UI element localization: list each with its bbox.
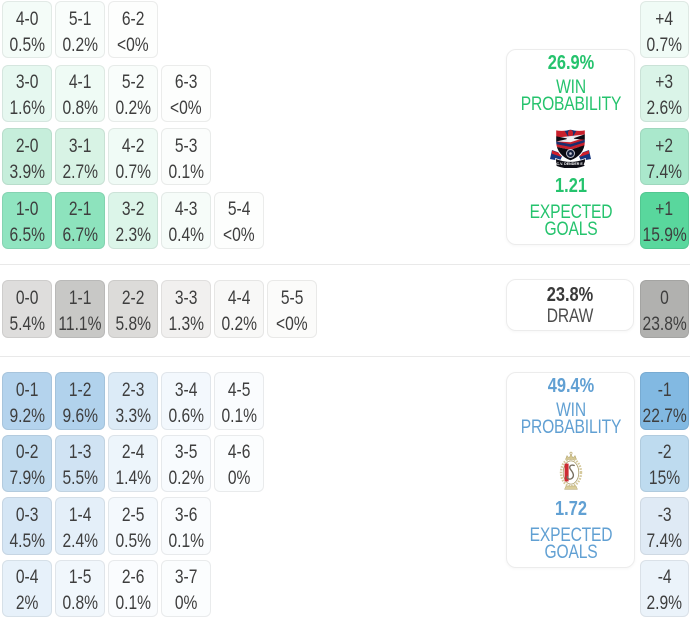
svg-text:F.C.V. DENDER E.H.: F.C.V. DENDER E.H. xyxy=(554,162,588,166)
